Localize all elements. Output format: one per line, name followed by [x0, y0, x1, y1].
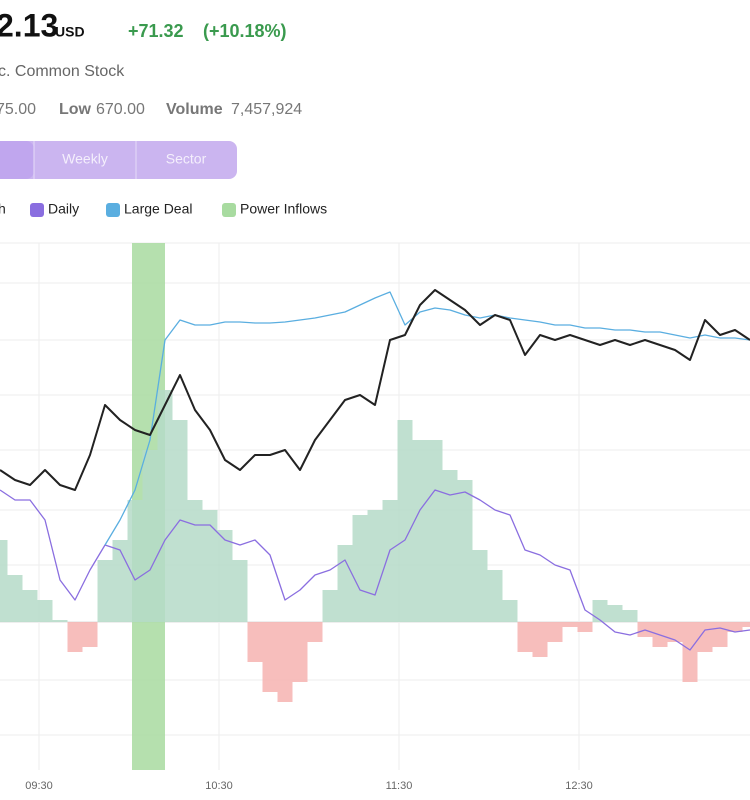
x-tick-label: 11:30	[386, 780, 413, 792]
flow-bar	[517, 622, 533, 652]
chart: h Daily Large Deal Power Inflows 09:30 10:30 1…	[0, 201, 750, 792]
stock-name: c. Common Stock	[0, 63, 125, 80]
tab-bar	[0, 141, 237, 179]
flow-bar	[112, 540, 128, 622]
flow-bar	[667, 622, 683, 642]
flow-bar	[187, 500, 203, 622]
flow-bar	[277, 622, 293, 702]
flow-bar	[622, 610, 638, 622]
flow-bar	[52, 620, 68, 622]
legend-label[interactable]: Daily	[48, 201, 79, 217]
flow-bar	[547, 622, 563, 642]
flow-bar	[157, 390, 173, 622]
flow-bar	[502, 600, 518, 622]
series-line	[104, 291, 750, 546]
flow-bar	[127, 500, 143, 622]
flow-bar	[247, 622, 263, 662]
flow-bar	[742, 622, 750, 627]
flow-bar	[7, 575, 23, 622]
price-change-pct: (+10.18%)	[203, 21, 287, 41]
price: 2.13	[0, 7, 58, 43]
flow-bar	[142, 450, 158, 622]
low-label: Low	[59, 101, 92, 118]
series-line	[0, 289, 750, 491]
flow-bar	[82, 622, 98, 647]
flow-bar	[367, 510, 383, 622]
legend-swatch	[106, 203, 120, 217]
flow-bar	[322, 590, 338, 622]
flow-bar	[577, 622, 593, 632]
flow-bar	[22, 590, 38, 622]
flow-bar	[0, 540, 8, 622]
flow-bar	[532, 622, 548, 657]
flow-bar	[682, 622, 698, 682]
flow-bar	[232, 560, 248, 622]
flow-bar	[442, 470, 458, 622]
x-tick-label: 10:30	[205, 780, 233, 792]
flow-bar	[472, 550, 488, 622]
x-tick-label: 09:30	[25, 780, 53, 792]
flow-bar	[592, 600, 608, 622]
flow-bar	[487, 570, 503, 622]
legend-swatch	[222, 203, 236, 217]
flow-bar	[712, 622, 728, 647]
tab[interactable]: Sector	[166, 151, 207, 167]
flow-bar	[457, 480, 473, 622]
flow-bar	[37, 600, 53, 622]
series-line	[0, 489, 750, 651]
currency: USD	[55, 24, 85, 40]
flow-bar	[262, 622, 278, 692]
tab[interactable]	[0, 141, 34, 179]
legend-label[interactable]: Power Inflows	[240, 201, 327, 217]
flow-bar	[397, 420, 413, 622]
legend-label[interactable]: Large Deal	[124, 201, 193, 217]
flow-bar	[337, 545, 353, 622]
flow-bar	[607, 605, 623, 622]
legend-swatch	[30, 203, 44, 217]
flow-bar	[562, 622, 578, 627]
flow-bar	[292, 622, 308, 682]
flow-bar	[412, 440, 428, 622]
high-value: 75.00	[0, 101, 36, 118]
flow-bar	[352, 515, 368, 622]
flow-bar	[97, 560, 113, 622]
price-change: +71.32	[128, 21, 184, 41]
flow-bar	[202, 510, 218, 622]
volume-value: 7,457,924	[231, 101, 302, 118]
low-value: 670.00	[96, 101, 145, 118]
tab[interactable]: Weekly	[62, 151, 108, 167]
flow-bar	[67, 622, 83, 652]
flow-bar	[727, 622, 743, 632]
flow-bar	[217, 530, 233, 622]
x-tick-label: 12:30	[565, 780, 593, 792]
flow-bar	[307, 622, 323, 642]
flow-bar	[427, 440, 443, 622]
legend-label[interactable]: h	[0, 201, 6, 217]
flow-bar	[382, 500, 398, 622]
volume-label: Volume	[166, 101, 223, 118]
